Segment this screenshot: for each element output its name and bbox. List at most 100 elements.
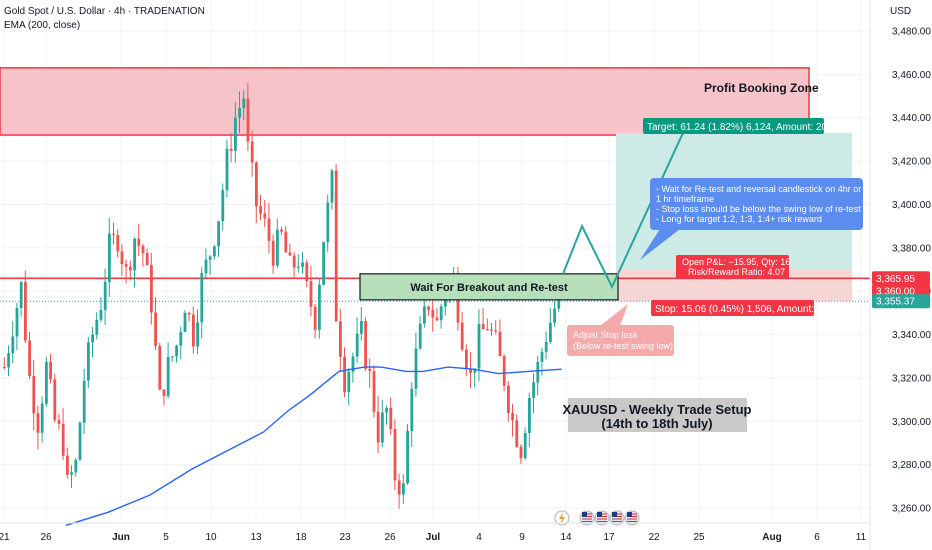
candle-body <box>3 367 6 369</box>
candle-body <box>389 407 393 429</box>
breakout-box <box>359 273 619 301</box>
candle-body <box>339 321 342 357</box>
candle-body <box>309 281 313 307</box>
candle-body <box>385 407 388 413</box>
x-tick-label: 17 <box>603 532 615 543</box>
candle-body <box>91 334 94 343</box>
symbol-title[interactable]: Gold Spot / U.S. Dollar · 4h · TRADENATI… <box>4 6 205 17</box>
candle-body <box>200 273 204 323</box>
currency-label[interactable]: USD <box>890 6 912 17</box>
price-axis[interactable]: 3,260.00 3,280.00 3,300.00 3,320.00 3,340.00… <box>869 0 932 550</box>
setup-title-bg <box>568 398 747 432</box>
candle-body <box>145 253 149 266</box>
candle-body <box>124 264 128 267</box>
x-tick-label: 14 <box>560 532 572 543</box>
candle-body <box>141 245 145 254</box>
candle-body <box>49 361 52 380</box>
candle-body <box>469 368 472 373</box>
candle-body <box>322 242 325 285</box>
risk-reward-label: Risk/Reward Ratio: 4.07 <box>688 267 785 277</box>
candle-body <box>549 322 552 342</box>
candle-body <box>103 281 107 311</box>
chart-overlay: Wait For Breakout and Re-test Target: 61.… <box>359 118 863 526</box>
candle-body <box>187 313 191 315</box>
candle-body <box>418 323 422 349</box>
candle-body <box>528 397 531 434</box>
candle-body <box>439 306 443 321</box>
candle-body <box>217 221 220 247</box>
candle-body <box>490 329 493 331</box>
candle-body <box>360 321 363 334</box>
x-tick-label: 9 <box>519 532 525 543</box>
candle-body <box>284 231 288 253</box>
candle-body <box>36 413 40 433</box>
candle-body <box>263 213 267 219</box>
y-tick-label: 3,300.00 <box>892 417 931 428</box>
candle-body <box>347 371 351 393</box>
adjust-line: (Below re-test swing low) <box>573 341 673 351</box>
x-tick-label: 26 <box>40 532 52 543</box>
target-label: Target: 61.24 (1.82%) 6,124, Amount: 201… <box>647 122 847 133</box>
adjust-callout-bg <box>567 325 674 356</box>
candle-body <box>318 284 321 330</box>
x-tick-label: 22 <box>648 532 660 543</box>
candle-body <box>242 98 246 109</box>
candle-body <box>544 341 548 352</box>
candle-body <box>305 262 309 282</box>
candle-body <box>536 361 540 383</box>
candle-body <box>57 419 61 424</box>
candle-body <box>66 455 69 475</box>
x-tick-label: Aug <box>762 532 781 543</box>
candle-body <box>498 331 502 357</box>
candle-body <box>40 403 44 433</box>
candle-body <box>465 349 468 369</box>
y-tick-label: 3,440.00 <box>892 113 931 124</box>
candle-body <box>208 256 212 260</box>
candle-body <box>82 380 86 423</box>
flag-canton <box>627 512 632 517</box>
candle-body <box>78 422 82 460</box>
candle-body <box>32 376 36 414</box>
x-tick-label: 6 <box>814 532 820 543</box>
candle-body <box>175 345 178 357</box>
flag-canton <box>582 512 587 517</box>
us-flag-icon <box>594 510 610 526</box>
candle-body <box>511 413 514 421</box>
time-axis[interactable]: 21 26 Jun 5 10 13 18 23 26 Jul 4 9 14 17 22 25 Aug 6 11 <box>0 522 870 543</box>
candle-body <box>99 310 103 320</box>
candle-body <box>183 313 187 332</box>
x-tick-label: 11 <box>856 532 867 543</box>
x-tick-label: Jun <box>112 532 130 543</box>
price-label-bg <box>872 294 930 309</box>
candle-series <box>3 82 565 526</box>
candle-body <box>343 356 346 393</box>
candle-body <box>376 411 380 443</box>
candle-body <box>355 333 359 357</box>
candle-body <box>255 162 258 207</box>
candle-body <box>133 238 136 271</box>
candle-body <box>553 308 556 323</box>
indicator-legend-ema[interactable]: EMA (200, close) <box>4 20 81 31</box>
ema-line <box>65 366 562 526</box>
candle-body <box>351 356 355 372</box>
candle-body <box>368 368 372 372</box>
candle-body <box>7 353 10 368</box>
candle-body <box>519 446 523 459</box>
candle-body <box>502 356 506 386</box>
candle-body <box>70 472 73 475</box>
lightning-icon <box>554 510 570 526</box>
candle-body <box>393 428 397 481</box>
candle-body <box>137 238 141 246</box>
candle-body <box>162 389 166 397</box>
price-label: 3,365.95 <box>876 274 915 285</box>
candle-body <box>326 202 330 243</box>
candle-body <box>301 262 304 267</box>
us-flag-icon <box>579 510 595 526</box>
candle-body <box>423 306 426 324</box>
candle-body <box>221 190 225 222</box>
candle-body <box>238 108 241 118</box>
y-tick-label: 3,460.00 <box>892 70 931 81</box>
candle-body <box>313 306 317 330</box>
candle-body <box>192 314 195 347</box>
